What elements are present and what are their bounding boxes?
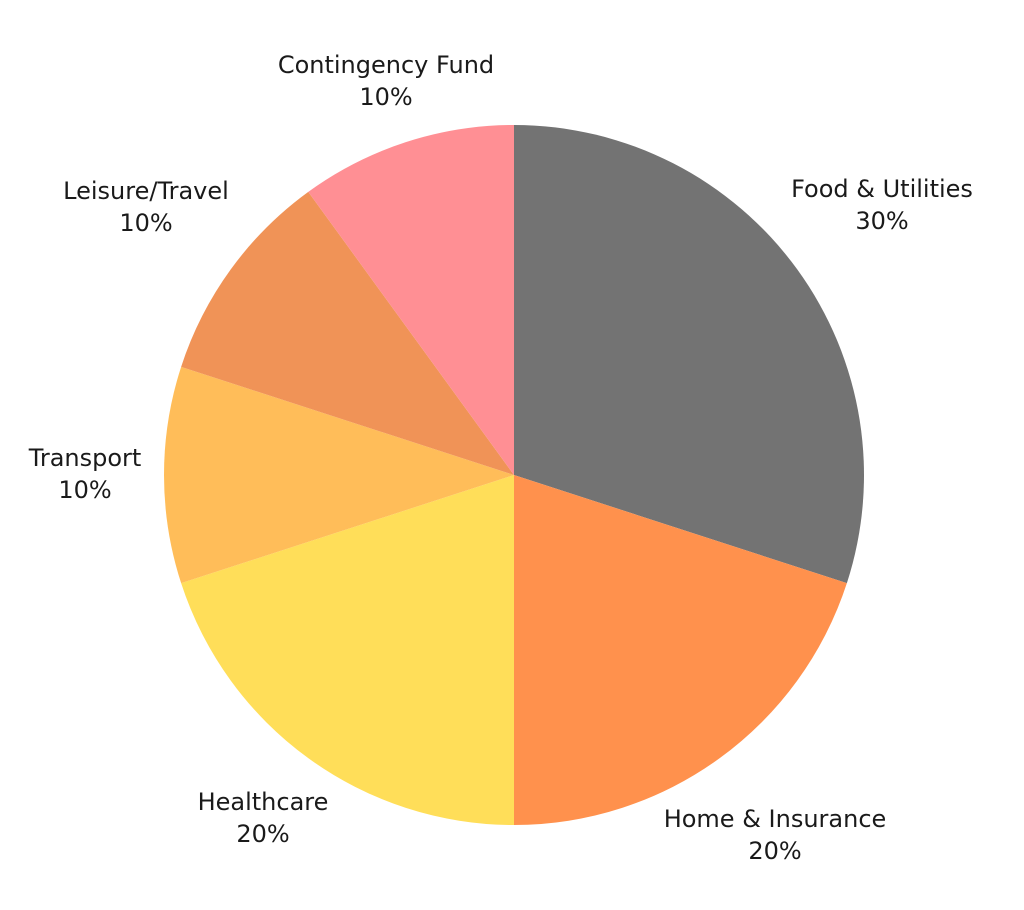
slice-label: Home & Insurance <box>664 805 887 833</box>
value-label: 30% <box>855 207 908 235</box>
value-label: 10% <box>119 209 172 237</box>
value-label: 10% <box>58 476 111 504</box>
slice-label: Transport <box>28 444 142 472</box>
pie-slice <box>514 475 847 825</box>
pie-slice <box>181 191 514 475</box>
slice-label: Healthcare <box>198 788 329 816</box>
pie-slice <box>181 475 514 825</box>
value-label: 20% <box>236 820 289 848</box>
pie-slice <box>308 125 514 475</box>
value-label: 20% <box>748 837 801 865</box>
value-label: 10% <box>359 83 412 111</box>
slice-label: Leisure/Travel <box>63 177 229 205</box>
pie-slice <box>514 125 864 584</box>
pie-slice <box>164 366 514 584</box>
slice-label: Contingency Fund <box>278 51 494 79</box>
slice-label: Food & Utilities <box>791 175 973 203</box>
